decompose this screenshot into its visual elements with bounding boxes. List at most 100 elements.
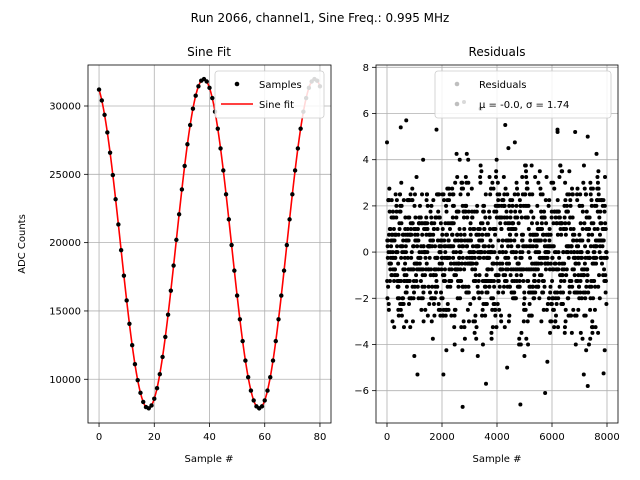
residual-point-1042 bbox=[548, 232, 553, 237]
sample-point-13 bbox=[132, 361, 138, 367]
residuals-xlabel: Sample # bbox=[472, 454, 521, 465]
residual-point-588 bbox=[477, 296, 482, 301]
residuals-ytick-label-6: 6 bbox=[363, 109, 369, 120]
residual-point-1154 bbox=[566, 296, 571, 301]
residual-point-360 bbox=[441, 192, 446, 197]
residual-point-705 bbox=[495, 302, 500, 307]
residual-point-1060 bbox=[551, 221, 556, 226]
residual-point-1328 bbox=[593, 325, 598, 330]
residual-point-778 bbox=[507, 203, 512, 208]
residual-point-603 bbox=[479, 250, 484, 255]
residual-point-1259 bbox=[582, 186, 587, 191]
residual-point-969 bbox=[537, 250, 542, 255]
residual-point-407 bbox=[448, 261, 453, 266]
residual-point-265 bbox=[426, 284, 431, 289]
residual-point-107 bbox=[401, 198, 406, 203]
residual-point-113 bbox=[402, 267, 407, 272]
residual-point-788 bbox=[508, 238, 513, 243]
residual-point-1311 bbox=[590, 186, 595, 191]
residual-point-861 bbox=[520, 175, 525, 180]
sample-point-39 bbox=[204, 79, 209, 84]
residual-point-546 bbox=[470, 261, 475, 266]
residual-point-1345 bbox=[596, 284, 601, 289]
residual-point-1004 bbox=[542, 215, 547, 220]
residuals-xtick-label-3: 6000 bbox=[539, 432, 564, 443]
residual-point-1265 bbox=[583, 313, 588, 318]
residual-point-607 bbox=[480, 232, 485, 237]
residual-point-1298 bbox=[588, 244, 593, 249]
residual-point-560 bbox=[472, 319, 477, 324]
residual-point-132 bbox=[405, 226, 410, 231]
residual-point-653 bbox=[487, 175, 492, 180]
residual-point-714 bbox=[497, 307, 502, 312]
sine-fit-legend-box bbox=[214, 70, 325, 119]
residual-point-401 bbox=[447, 226, 452, 231]
sample-point-66 bbox=[279, 293, 284, 298]
residual-point-1398 bbox=[604, 250, 609, 255]
residual-point-1221 bbox=[576, 261, 581, 266]
residual-point-565 bbox=[473, 273, 478, 278]
sample-point-31 bbox=[182, 163, 187, 169]
residual-point-1043 bbox=[548, 261, 553, 266]
residual-point-1076 bbox=[554, 313, 558, 318]
residual-point-53 bbox=[393, 255, 398, 260]
residual-point-67 bbox=[395, 250, 400, 255]
residual-point-306 bbox=[433, 244, 438, 249]
residual-point-522 bbox=[466, 319, 471, 324]
residual-point-752 bbox=[503, 273, 508, 278]
residual-point-1031 bbox=[546, 296, 551, 301]
residual-point-233 bbox=[421, 319, 426, 324]
sample-point-21 bbox=[154, 386, 160, 391]
residual-point-64 bbox=[395, 244, 400, 249]
sample-point-26 bbox=[168, 288, 174, 293]
residual-point-1016 bbox=[544, 175, 549, 180]
residual-point-942 bbox=[532, 278, 537, 283]
residual-point-1293 bbox=[588, 307, 593, 312]
sample-point-54 bbox=[245, 375, 251, 380]
sample-point-3 bbox=[105, 130, 110, 135]
residual-point-642 bbox=[485, 221, 490, 226]
residual-point-711 bbox=[496, 273, 501, 278]
residuals-xtick-label-2: 4000 bbox=[484, 432, 509, 443]
residual-point-624 bbox=[483, 244, 487, 249]
residual-point-161 bbox=[410, 186, 415, 191]
residual-point-899 bbox=[526, 278, 531, 283]
residual-point-295 bbox=[431, 198, 436, 203]
residual-point-239 bbox=[422, 284, 427, 289]
residual-point-1172 bbox=[569, 313, 574, 318]
residual-point-1340 bbox=[595, 175, 600, 180]
residual-point-71 bbox=[396, 261, 401, 266]
residual-point-21 bbox=[388, 267, 393, 272]
residual-point-403 bbox=[448, 284, 453, 289]
sample-point-71 bbox=[292, 168, 298, 173]
sample-point-65 bbox=[276, 317, 281, 322]
residual-point-224 bbox=[420, 232, 425, 237]
residual-point-558 bbox=[472, 330, 477, 335]
residual-point-761 bbox=[504, 209, 509, 214]
residual-point-252 bbox=[424, 198, 429, 203]
residual-point-1003 bbox=[542, 284, 547, 289]
residual-point-37 bbox=[390, 250, 395, 255]
residual-point-462 bbox=[457, 226, 462, 231]
residual-point-1232 bbox=[578, 278, 583, 283]
residual-point-288 bbox=[430, 284, 435, 289]
residual-point-902 bbox=[526, 250, 531, 255]
residual-point-1302 bbox=[589, 198, 594, 203]
sine-fit-xtick-label-3: 60 bbox=[258, 432, 271, 443]
residual-point-757 bbox=[503, 250, 508, 255]
residual-point-896 bbox=[525, 319, 530, 324]
legend-samples-label: Samples bbox=[259, 80, 302, 91]
residual-point-44 bbox=[391, 226, 396, 231]
residual-point-626 bbox=[483, 215, 488, 220]
residual-point-592 bbox=[477, 255, 482, 260]
residual-point-625 bbox=[483, 313, 488, 318]
residual-outlier-11 bbox=[398, 125, 403, 130]
residual-point-554 bbox=[472, 296, 477, 301]
sample-point-16 bbox=[141, 399, 146, 405]
legend-samples-marker bbox=[234, 81, 240, 87]
residual-point-431 bbox=[452, 342, 457, 347]
residual-point-178 bbox=[412, 192, 417, 197]
residual-point-863 bbox=[520, 238, 525, 243]
residual-point-516 bbox=[466, 192, 471, 197]
residual-point-721 bbox=[498, 221, 503, 226]
